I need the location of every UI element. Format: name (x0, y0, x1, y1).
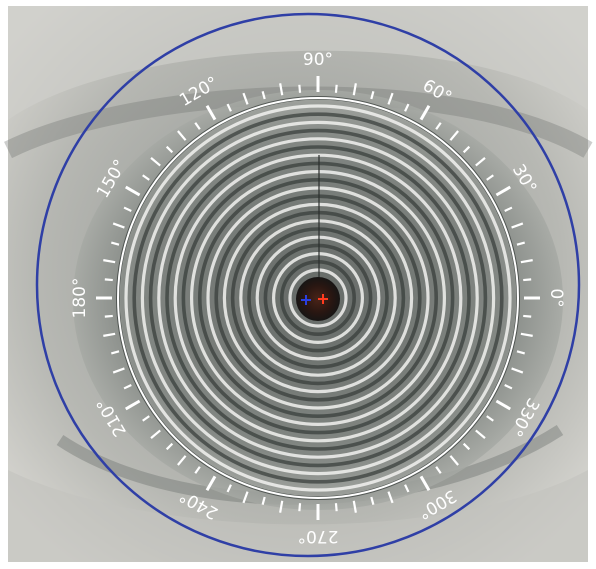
angle-tick (504, 384, 513, 390)
angle-tick (370, 91, 375, 100)
angle-tick (387, 92, 394, 105)
angle-label-deg-0: 0° (546, 288, 566, 307)
angle-tick (279, 83, 284, 96)
angle-tick (242, 491, 249, 504)
angle-tick (165, 145, 174, 154)
angle-tick (111, 350, 120, 355)
placido-ring (157, 137, 479, 459)
angle-tick (486, 174, 494, 181)
angle-tick (112, 367, 125, 374)
angle-tick (475, 157, 486, 167)
angle-tick (142, 415, 150, 422)
angle-tick (103, 259, 116, 264)
angle-tick (523, 314, 532, 318)
angle-tick (419, 104, 431, 121)
angle-tick (104, 314, 113, 318)
placido-ring (132, 112, 504, 484)
angle-label-deg-90: 90° (303, 50, 333, 70)
angle-tick (404, 103, 410, 112)
angle-tick (261, 91, 266, 100)
center-marker-blue (301, 295, 311, 305)
angle-tick (495, 399, 512, 411)
angle-tick (511, 367, 524, 374)
placido-ring (140, 120, 496, 476)
angle-tick (124, 399, 141, 411)
angle-tick (520, 332, 533, 337)
angle-tick (261, 496, 266, 505)
angle-tick (103, 332, 116, 337)
angle-tick (520, 259, 533, 264)
upper-eyelid (8, 6, 588, 120)
angle-tick (435, 122, 442, 130)
placido-ring (148, 128, 488, 468)
angle-tick (435, 466, 442, 474)
angle-tick (475, 429, 486, 439)
angle-tick (495, 185, 512, 197)
angle-tick (387, 491, 394, 504)
angle-tick (226, 103, 232, 112)
angle-tick (334, 503, 338, 512)
angle-tick (511, 222, 524, 229)
angle-tick (111, 241, 120, 246)
angle-tick (104, 278, 113, 282)
angle-tick (352, 83, 357, 96)
angle-tick (449, 455, 459, 466)
angle-tick (242, 92, 249, 105)
angle-tick (504, 206, 513, 212)
placido-ring (124, 104, 512, 492)
angle-tick (150, 429, 161, 439)
angle-tick (334, 84, 338, 93)
angle-tick (462, 145, 471, 154)
angle-tick (404, 484, 410, 493)
angle-tick (279, 500, 284, 513)
boundary-circle (35, 12, 581, 558)
angle-tick (419, 475, 431, 492)
angle-tick (462, 442, 471, 451)
angle-tick (352, 500, 357, 513)
center-marker-red (318, 294, 328, 304)
angle-tick (165, 442, 174, 451)
angle-tick (123, 384, 132, 390)
angle-tick (142, 174, 150, 181)
angle-tick (194, 122, 201, 130)
angle-tick (194, 466, 201, 474)
angle-tick (370, 496, 375, 505)
angle-label-deg-180: 180° (70, 278, 90, 319)
scale-ring (117, 97, 519, 499)
angle-tick (486, 415, 494, 422)
angle-tick (205, 475, 217, 492)
angle-tick (205, 104, 217, 121)
angle-ticks (96, 76, 540, 520)
angle-tick (150, 157, 161, 167)
angle-tick (516, 241, 525, 246)
angle-tick (177, 455, 187, 466)
placido-ring (165, 145, 471, 451)
angle-tick (226, 484, 232, 493)
angle-tick (123, 206, 132, 212)
angle-tick (112, 222, 125, 229)
angle-tick (124, 185, 141, 197)
angle-tick (449, 130, 459, 141)
angle-tick (516, 350, 525, 355)
angle-tick (523, 278, 532, 282)
angle-tick (177, 130, 187, 141)
angle-tick (298, 503, 302, 512)
angle-label-deg-270: 270° (298, 526, 339, 546)
lower-eyelid (8, 470, 588, 562)
angle-tick (298, 84, 302, 93)
